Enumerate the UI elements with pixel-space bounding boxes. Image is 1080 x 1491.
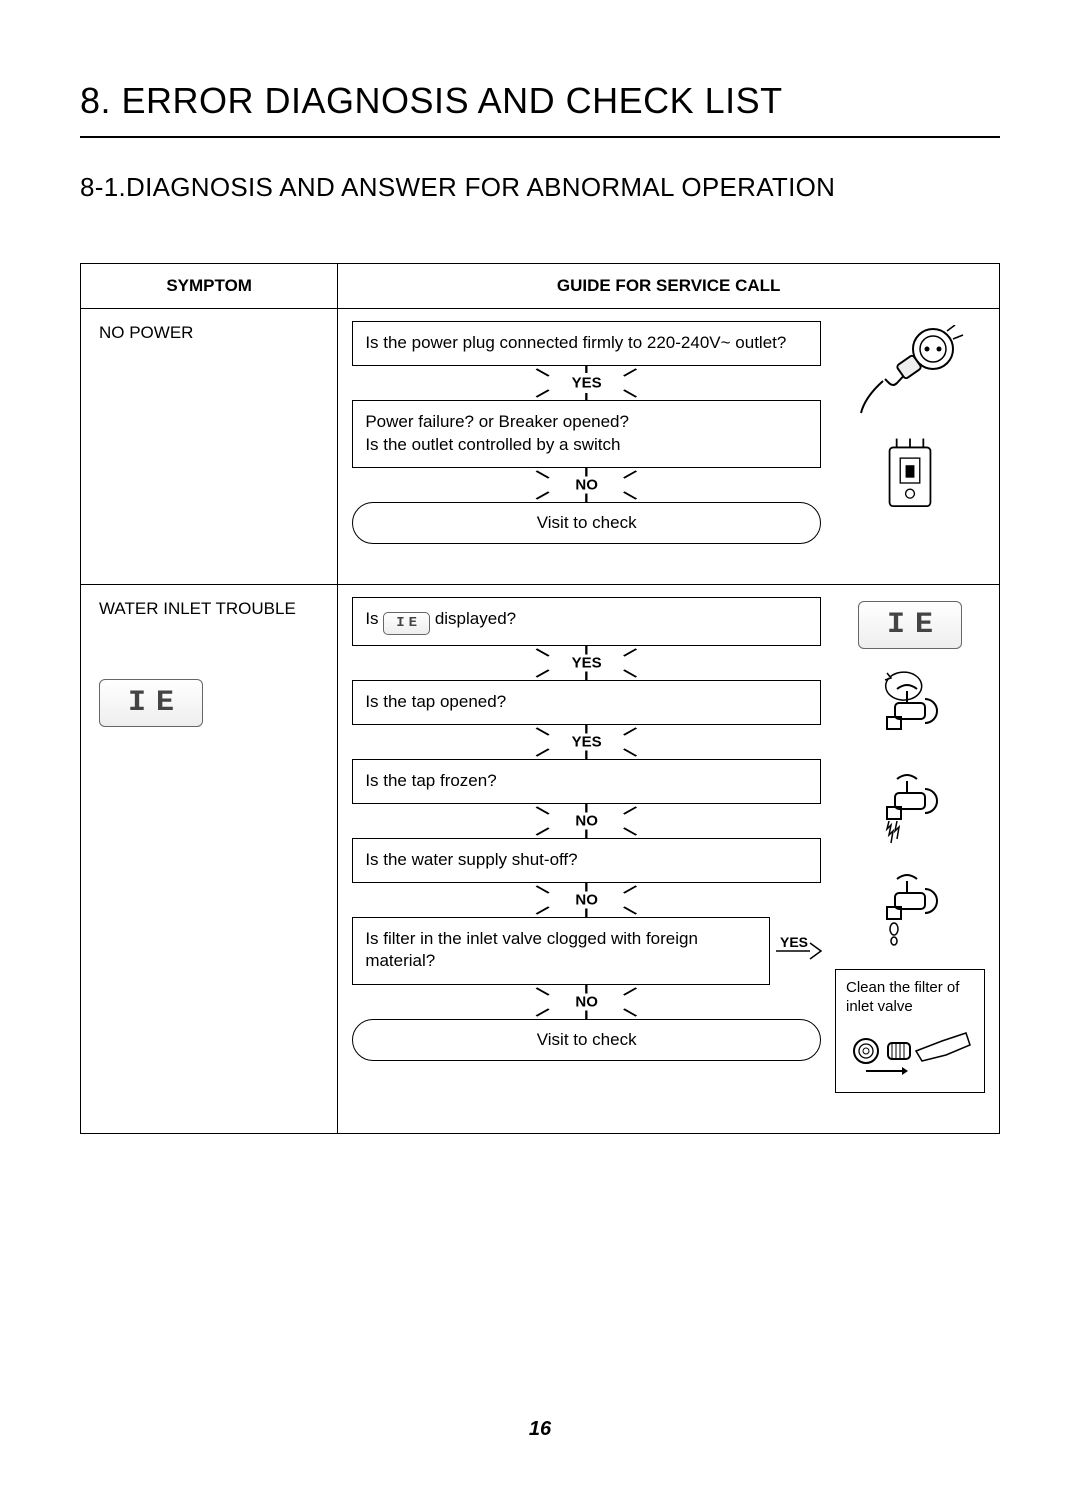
error-code-inline: IE bbox=[383, 612, 430, 635]
chapter-rule bbox=[80, 136, 1000, 138]
flow-answer: YES bbox=[568, 654, 606, 671]
error-code-badge: IE bbox=[99, 679, 203, 727]
flow-step: Is IE displayed? bbox=[352, 597, 821, 646]
chapter-title: 8. ERROR DIAGNOSIS AND CHECK LIST bbox=[80, 80, 1000, 122]
symptom-label: NO POWER bbox=[99, 323, 193, 342]
flow-answer: YES bbox=[568, 733, 606, 750]
symptom-label: WATER INLET TROUBLE bbox=[99, 599, 323, 619]
tap-frozen-icon bbox=[865, 769, 955, 849]
branch-label: YES bbox=[780, 934, 808, 950]
guide-cell: Is IE displayed? bbox=[338, 584, 1000, 1134]
flow-answer: YES bbox=[568, 374, 606, 391]
flow-connector: YES bbox=[352, 725, 821, 759]
flow-connector: NO bbox=[352, 883, 821, 917]
flow-connector: YES bbox=[352, 366, 821, 400]
plug-outlet-icon bbox=[855, 325, 965, 415]
table-row: WATER INLET TROUBLE IE Is IE displayed? bbox=[81, 584, 1000, 1134]
flow-answer: NO bbox=[571, 812, 602, 829]
flow-connector: NO bbox=[352, 804, 821, 838]
page-number: 16 bbox=[0, 1418, 1080, 1441]
branch-target-box: Clean the filter of inlet valve bbox=[835, 969, 985, 1094]
flow-answer: NO bbox=[571, 891, 602, 908]
symptom-cell: WATER INLET TROUBLE IE bbox=[81, 584, 338, 1134]
flow-connector: NO bbox=[352, 468, 821, 502]
branch-target-text: Clean the filter of inlet valve bbox=[846, 978, 974, 1017]
flow-step-text: Is bbox=[365, 609, 378, 628]
tap-shutoff-icon bbox=[865, 869, 955, 949]
flow-step-text: displayed? bbox=[435, 609, 516, 628]
tap-open-icon bbox=[865, 669, 955, 749]
flow-answer: NO bbox=[571, 476, 602, 493]
flow-step: Power failure? or Breaker opened? Is the… bbox=[352, 400, 821, 468]
diagnosis-table: SYMPTOM GUIDE FOR SERVICE CALL NO POWER … bbox=[80, 263, 1000, 1134]
breaker-icon bbox=[865, 435, 955, 515]
flow-terminal: Visit to check bbox=[352, 1019, 821, 1061]
section-title: 8-1.DIAGNOSIS AND ANSWER FOR ABNORMAL OP… bbox=[80, 172, 1000, 203]
flow-step: Is filter in the inlet valve clogged wit… bbox=[352, 917, 770, 985]
table-row: NO POWER Is the power plug connected fir… bbox=[81, 309, 1000, 585]
flow-step: Is the power plug connected firmly to 22… bbox=[352, 321, 821, 366]
flow-step: Is the water supply shut-off? bbox=[352, 838, 821, 883]
col-header-symptom: SYMPTOM bbox=[81, 264, 338, 309]
branch-arrow: YES bbox=[776, 917, 821, 985]
flow-step: Is the tap frozen? bbox=[352, 759, 821, 804]
col-header-guide: GUIDE FOR SERVICE CALL bbox=[338, 264, 1000, 309]
ie-display-icon: IE bbox=[858, 601, 962, 649]
flow-connector: NO bbox=[352, 985, 821, 1019]
flow-answer: NO bbox=[571, 993, 602, 1010]
symptom-cell: NO POWER bbox=[81, 309, 338, 585]
guide-cell: Is the power plug connected firmly to 22… bbox=[338, 309, 1000, 585]
clean-filter-icon bbox=[846, 1023, 976, 1079]
flow-step: Is the tap opened? bbox=[352, 680, 821, 725]
flow-connector: YES bbox=[352, 646, 821, 680]
flow-terminal: Visit to check bbox=[352, 502, 821, 544]
